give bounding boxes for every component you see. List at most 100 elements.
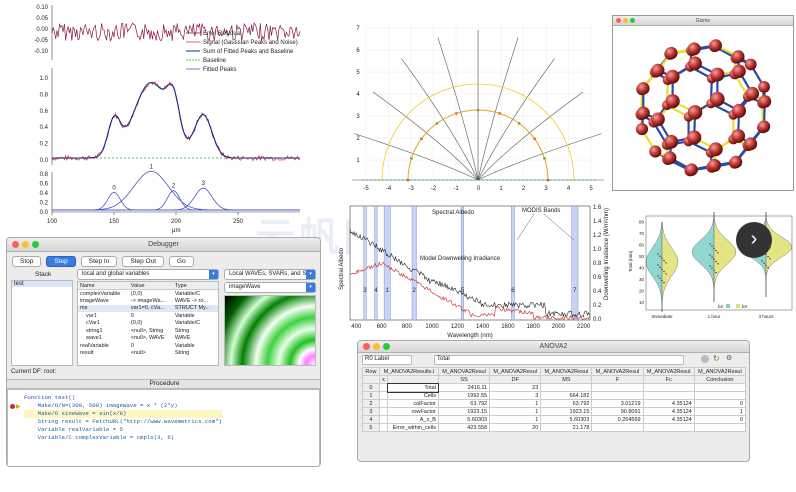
anova-cell[interactable]	[591, 391, 644, 400]
anova-cell[interactable]: 1	[693, 407, 747, 416]
step-out-button[interactable]: Step Out	[122, 256, 165, 267]
anova-cell[interactable]: 1	[489, 415, 542, 424]
gear-icon[interactable]: ⚙	[726, 355, 733, 362]
scope-select[interactable]: local and global variables ▾	[77, 269, 219, 280]
anova-cell[interactable]	[642, 383, 695, 392]
anova-cell[interactable]	[591, 383, 644, 392]
breakpoint-icon[interactable]	[10, 404, 15, 409]
anova-cell[interactable]: 664.182	[540, 391, 593, 400]
zoom-icon[interactable]	[32, 241, 39, 248]
anova-cell[interactable]: 2416.11	[437, 383, 491, 392]
refresh-icon[interactable]: ↻	[713, 354, 720, 363]
minimize-icon[interactable]	[623, 18, 628, 23]
anova-cell[interactable]: 2	[362, 399, 380, 408]
stack-list[interactable]: test	[11, 280, 73, 366]
anova-cell[interactable]	[642, 391, 695, 400]
anova-cell[interactable]: 1	[489, 407, 542, 416]
anova-column-header[interactable]: M_ANOVA2Resul	[642, 367, 695, 376]
step-in-button[interactable]: Step In	[80, 256, 118, 267]
variable-row[interactable]: realVariable 0 Variable	[78, 342, 218, 350]
anova-cell[interactable]: 1	[489, 399, 542, 408]
anova-cell[interactable]: 0.264569	[591, 415, 644, 424]
minimize-icon[interactable]	[373, 343, 380, 350]
go-button[interactable]: Go	[169, 256, 194, 267]
vars-column-header[interactable]: Type	[172, 282, 218, 290]
anova-cell[interactable]: 1	[362, 391, 380, 400]
stack-item[interactable]: test	[12, 281, 72, 287]
anova-cell[interactable]: 4	[362, 415, 380, 424]
anova-cell[interactable]: 21.178	[540, 423, 593, 432]
anova-cell[interactable]: rowFactor	[387, 407, 439, 416]
gizmo-window[interactable]: Gizmo	[612, 15, 794, 191]
anova-cell[interactable]: colFactor	[387, 399, 439, 408]
anova-cell[interactable]	[378, 415, 389, 424]
anova-cell[interactable]	[693, 423, 747, 432]
anova-table-window[interactable]: ANOVA2 R0 Label Total ↻ ⚙ Row M_ANOVA2Res…	[357, 340, 750, 462]
anova-cell[interactable]: 3	[489, 391, 542, 400]
anova-cell[interactable]: 23	[489, 383, 542, 392]
anova-cell[interactable]: 5.60303	[437, 415, 491, 424]
anova-cell[interactable]	[693, 383, 747, 392]
anova-column-header[interactable]: M_ANOVA2Resul	[437, 367, 491, 376]
anova-column-header[interactable]: M_ANOVA2Resul	[489, 367, 542, 376]
close-icon[interactable]	[12, 241, 19, 248]
anova-cell[interactable]: 20	[489, 423, 542, 432]
options-icon[interactable]	[701, 355, 709, 363]
minimize-icon[interactable]	[22, 241, 29, 248]
anova-cell[interactable]	[378, 423, 389, 432]
variables-table[interactable]: Name Value Type complexVariable (0,0) Variabl…	[77, 281, 219, 366]
anova-cell[interactable]	[693, 391, 747, 400]
anova-cell[interactable]: 90.8091	[591, 407, 644, 416]
row-label-field[interactable]: R0 Label	[362, 355, 412, 365]
anova-cell[interactable]: 5	[362, 423, 380, 432]
anova-column-header[interactable]: M_ANOVA2Results.l	[378, 367, 439, 376]
anova-row[interactable]: 0 Total 2416.11 23	[362, 382, 747, 393]
anova-cell[interactable]: 0	[693, 399, 747, 408]
cell-value-field[interactable]: Total	[434, 355, 684, 365]
anova-row[interactable]: 2 colFactor 63.792 1 63.792 3.01219 4.35124 0	[362, 399, 747, 408]
zoom-icon[interactable]	[630, 18, 635, 23]
anova-cell[interactable]	[642, 423, 695, 432]
variable-row[interactable]: wave1 <null>, WAVE WAVE	[78, 335, 218, 343]
wave-name-select[interactable]: imageWave ▾	[224, 282, 316, 293]
variable-row[interactable]: complexVariable (0,0) Variable/C	[78, 290, 218, 298]
anova-column-header[interactable]: M_ANOVA2Resul	[693, 367, 747, 376]
anova-cell[interactable]: 3.01219	[591, 399, 644, 408]
anova-cell[interactable]: 4.35124	[642, 415, 695, 424]
anova-cell[interactable]: Cells	[387, 391, 439, 400]
variable-row[interactable]: ms var1=0, cVa... STRUCT My...	[78, 304, 218, 312]
anova-cell[interactable]: 5.60303	[540, 415, 593, 424]
anova-column-header[interactable]: Row	[362, 367, 380, 376]
variable-row[interactable]: var1 0 Variable	[78, 312, 218, 320]
variable-row[interactable]: cVar1 (0,0) Variable/C	[78, 320, 218, 328]
anova-cell[interactable]: Error_within_cells	[387, 423, 439, 432]
variable-row[interactable]: result <null> String	[78, 350, 218, 358]
anova-row[interactable]: 5 Error_within_cells 423.558 20 21.178	[362, 423, 747, 432]
procedure-code[interactable]: ▶ Function test() Make/O/N=(300, 500) im…	[7, 389, 320, 466]
anova-cell[interactable]: 1923.15	[540, 407, 593, 416]
anova-cell[interactable]	[378, 399, 389, 408]
anova-cell[interactable]: 63.792	[540, 399, 593, 408]
variable-row[interactable]: string1 <null>, String String	[78, 327, 218, 335]
anova-cell[interactable]	[378, 391, 389, 400]
anova-cell[interactable]: 63.792	[437, 399, 491, 408]
stop-button[interactable]: Stop	[12, 256, 42, 267]
anova-cell[interactable]: 4.35124	[642, 399, 695, 408]
anova-row[interactable]: 1 Cells 1992.55 3 664.182	[362, 391, 747, 400]
anova-cell[interactable]: A_x_B	[387, 415, 439, 424]
anova-cell[interactable]: 423.558	[437, 423, 491, 432]
anova-cell[interactable]	[378, 407, 389, 416]
anova-cell[interactable]: 0	[362, 383, 380, 392]
debugger-window[interactable]: Debugger Stop Step Step In Step Out Go S…	[6, 237, 321, 467]
anova-column-header[interactable]: M_ANOVA2Resul	[591, 367, 644, 376]
anova-cell[interactable]: Total	[386, 382, 440, 393]
anova-cell[interactable]	[591, 423, 644, 432]
step-button[interactable]: Step	[46, 256, 76, 267]
vars-column-header[interactable]: Name	[78, 282, 129, 290]
anova-row[interactable]: 4 A_x_B 5.60303 1 5.60303 0.264569 4.35124 0	[362, 415, 747, 424]
wave-scope-select[interactable]: Local WAVEs, SVARs, and Str ▾	[224, 269, 316, 280]
anova-cell[interactable]	[378, 383, 389, 392]
anova-cell[interactable]: 4.35124	[642, 407, 695, 416]
close-icon[interactable]	[363, 343, 370, 350]
anova-cell[interactable]: 0	[693, 415, 747, 424]
